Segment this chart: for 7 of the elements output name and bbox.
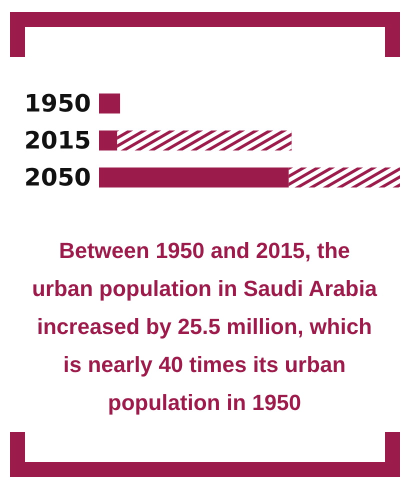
y-tick-label: 2050 [24,164,91,192]
y-tick-label: 2015 [24,126,91,154]
bar [99,130,118,150]
y-tick-label: 1950 [24,90,91,118]
text: Between 1950 and 2015, the urban population in Saudi Arabia increased by 25.5 million, which is nearly 40 times its urban population in 1950 [30,237,378,417]
bar [99,168,289,188]
bar [99,94,120,114]
